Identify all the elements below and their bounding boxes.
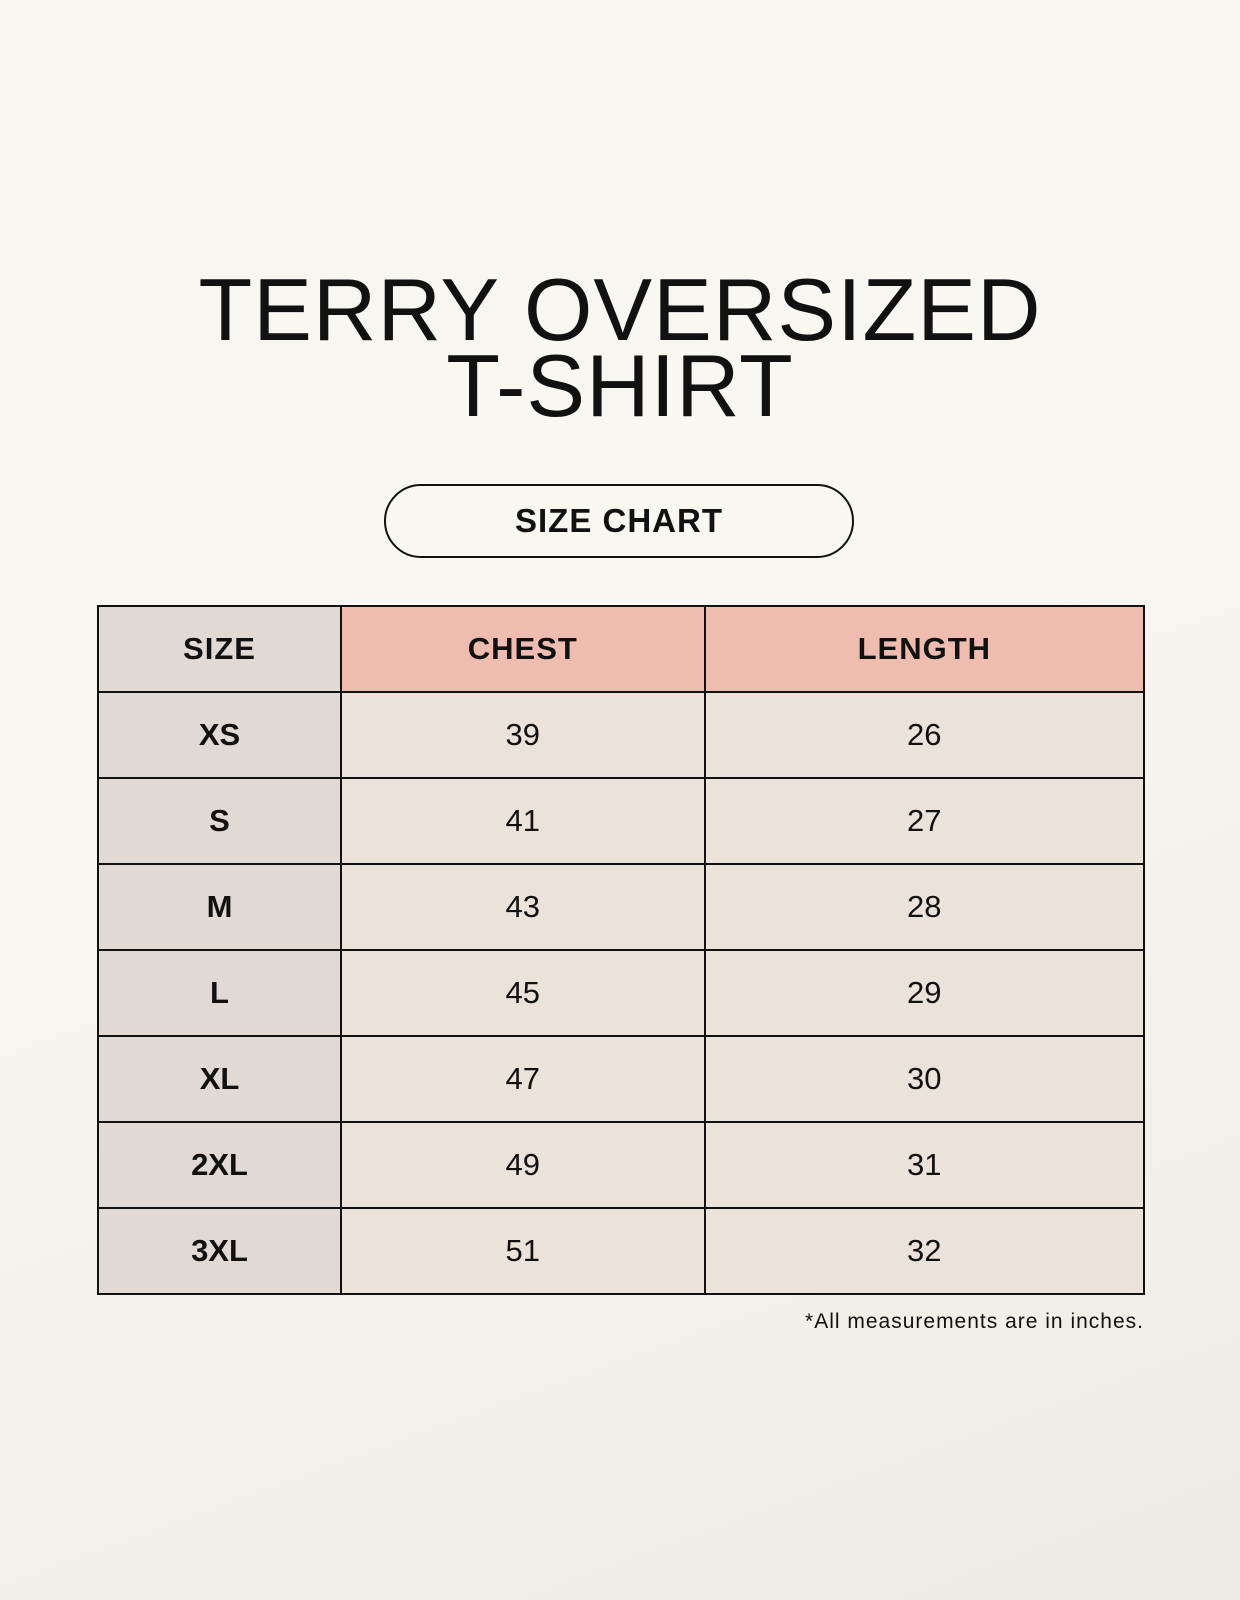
chest-cell: 41 [340,777,706,865]
header-size: SIZE [97,605,342,693]
table-row: L 45 29 [97,949,1146,1037]
table-row: 2XL 49 31 [97,1121,1146,1209]
measurement-note: *All measurements are in inches. [805,1310,1144,1333]
size-cell: XS [97,691,342,779]
length-cell: 29 [703,949,1146,1037]
table-row: M 43 28 [97,863,1146,951]
length-cell: 28 [703,863,1146,951]
table-row: XL 47 30 [97,1035,1146,1123]
title-line-2: T-SHIRT [446,336,794,435]
size-cell: XL [97,1035,342,1123]
size-chart-badge: SIZE CHART [384,484,854,558]
title-line-1: TERRY OVERSIZED [198,260,1042,359]
size-table: SIZE CHEST LENGTH XS 39 26 S 41 27 M 43 28 L 45 29 X… [97,605,1146,1295]
size-cell: 2XL [97,1121,342,1209]
chest-cell: 49 [340,1121,706,1209]
chest-cell: 43 [340,863,706,951]
header-row: SIZE CHEST LENGTH [97,605,1146,693]
length-cell: 26 [703,691,1146,779]
table-row: S 41 27 [97,777,1146,865]
size-cell: L [97,949,342,1037]
size-cell: M [97,863,342,951]
length-cell: 31 [703,1121,1146,1209]
table-row: XS 39 26 [97,691,1146,779]
chest-cell: 45 [340,949,706,1037]
size-cell: S [97,777,342,865]
header-chest: CHEST [340,605,706,693]
table-row: 3XL 51 32 [97,1207,1146,1295]
header-length: LENGTH [703,605,1146,693]
length-cell: 30 [703,1035,1146,1123]
length-cell: 32 [703,1207,1146,1295]
chest-cell: 39 [340,691,706,779]
length-cell: 27 [703,777,1146,865]
chest-cell: 47 [340,1035,706,1123]
page-title: TERRY OVERSIZED T-SHIRT [0,260,1240,435]
size-cell: 3XL [97,1207,342,1295]
chest-cell: 51 [340,1207,706,1295]
